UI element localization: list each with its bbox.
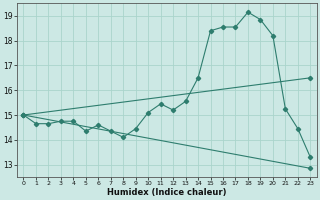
X-axis label: Humidex (Indice chaleur): Humidex (Indice chaleur) — [107, 188, 227, 197]
